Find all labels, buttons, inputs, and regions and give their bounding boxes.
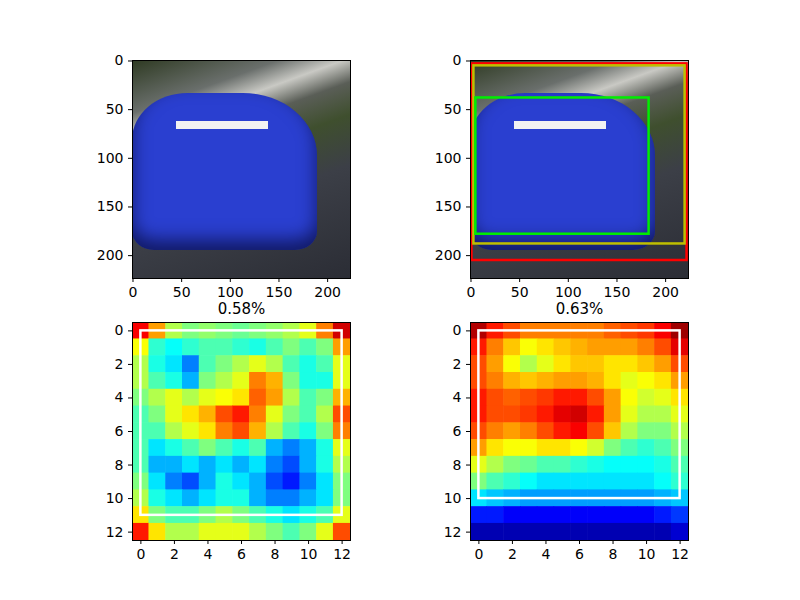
svg-text:8: 8 <box>453 457 462 473</box>
svg-text:0: 0 <box>453 322 462 338</box>
svg-text:0: 0 <box>129 284 138 300</box>
svg-text:4: 4 <box>453 389 462 405</box>
svg-text:6: 6 <box>453 423 462 439</box>
svg-text:50: 50 <box>511 284 529 300</box>
svg-text:10: 10 <box>444 490 462 506</box>
svg-text:2: 2 <box>170 546 179 562</box>
svg-text:6: 6 <box>115 423 124 439</box>
svg-text:6: 6 <box>237 546 246 562</box>
svg-text:2: 2 <box>115 356 124 372</box>
svg-text:150: 150 <box>604 284 631 300</box>
svg-text:0: 0 <box>136 546 145 562</box>
svg-text:10: 10 <box>638 546 656 562</box>
svg-text:100: 100 <box>555 284 582 300</box>
svg-text:200: 200 <box>314 284 341 300</box>
svg-text:4: 4 <box>204 546 213 562</box>
svg-text:100: 100 <box>97 150 124 166</box>
svg-text:50: 50 <box>444 101 462 117</box>
svg-text:50: 50 <box>173 284 191 300</box>
svg-text:200: 200 <box>435 247 462 263</box>
svg-text:12: 12 <box>333 546 351 562</box>
svg-text:0.63%: 0.63% <box>556 300 604 318</box>
svg-text:150: 150 <box>266 284 293 300</box>
svg-text:8: 8 <box>271 546 280 562</box>
svg-text:10: 10 <box>106 490 124 506</box>
svg-text:150: 150 <box>97 198 124 214</box>
svg-text:2: 2 <box>453 356 462 372</box>
svg-text:0: 0 <box>115 52 124 68</box>
svg-text:4: 4 <box>542 546 551 562</box>
svg-text:50: 50 <box>106 101 124 117</box>
svg-text:0: 0 <box>474 546 483 562</box>
svg-text:8: 8 <box>115 457 124 473</box>
svg-text:100: 100 <box>217 284 244 300</box>
svg-text:200: 200 <box>652 284 679 300</box>
svg-text:12: 12 <box>444 524 462 540</box>
svg-text:150: 150 <box>435 198 462 214</box>
svg-text:100: 100 <box>435 150 462 166</box>
svg-text:0.58%: 0.58% <box>218 300 266 318</box>
svg-text:4: 4 <box>115 389 124 405</box>
svg-text:200: 200 <box>97 247 124 263</box>
svg-text:0: 0 <box>467 284 476 300</box>
svg-text:8: 8 <box>609 546 618 562</box>
svg-text:12: 12 <box>671 546 689 562</box>
svg-text:12: 12 <box>106 524 124 540</box>
svg-text:2: 2 <box>508 546 517 562</box>
svg-text:0: 0 <box>115 322 124 338</box>
svg-text:10: 10 <box>300 546 318 562</box>
svg-text:6: 6 <box>575 546 584 562</box>
svg-text:0: 0 <box>453 52 462 68</box>
